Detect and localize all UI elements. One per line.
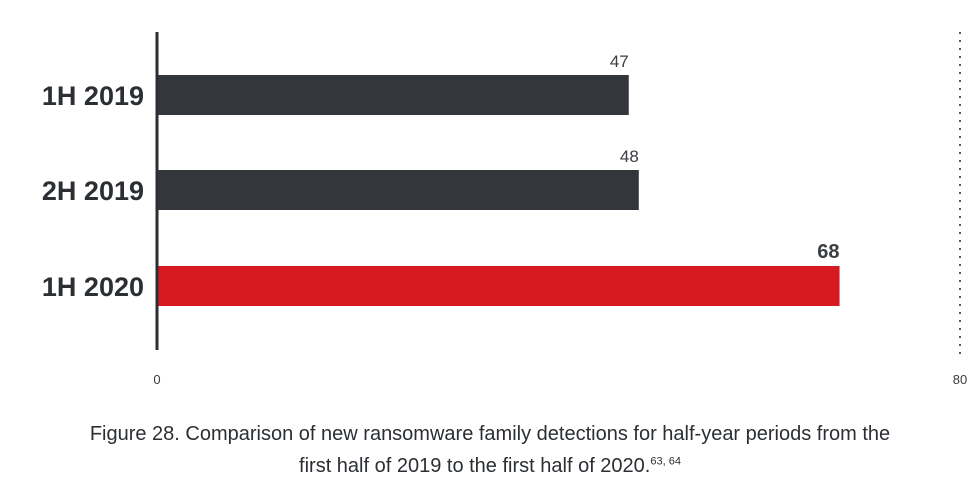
- x-axis-ticks: 0 80: [153, 372, 967, 387]
- caption-line-2-text: first half of 2019 to the first half of …: [299, 455, 651, 477]
- caption-line-1: Figure 28. Comparison of new ransomware …: [89, 423, 891, 445]
- category-label-0: 1H 2019: [42, 81, 144, 111]
- category-label-2: 1H 2020: [42, 272, 144, 302]
- bars-group: 1H 2019 47 2H 2019 48 1H 2020 68: [42, 52, 840, 306]
- value-label-2: 68: [817, 241, 839, 263]
- x-tick-label-0: 0: [153, 372, 160, 387]
- category-label-1: 2H 2019: [42, 176, 144, 206]
- figure-caption: Figure 28. Comparison of new ransomware …: [40, 418, 940, 482]
- bar-2: [158, 266, 840, 306]
- value-label-1: 48: [620, 147, 639, 166]
- value-label-0: 47: [610, 52, 629, 71]
- bar-chart: 1H 2019 47 2H 2019 48 1H 2020 68 0 80: [42, 32, 967, 387]
- bar-1: [158, 170, 639, 210]
- bar-0: [158, 75, 629, 115]
- caption-line-2: first half of 2019 to the first half of …: [40, 450, 940, 482]
- x-tick-label-1: 80: [953, 372, 967, 387]
- caption-references: 63, 64: [650, 455, 681, 468]
